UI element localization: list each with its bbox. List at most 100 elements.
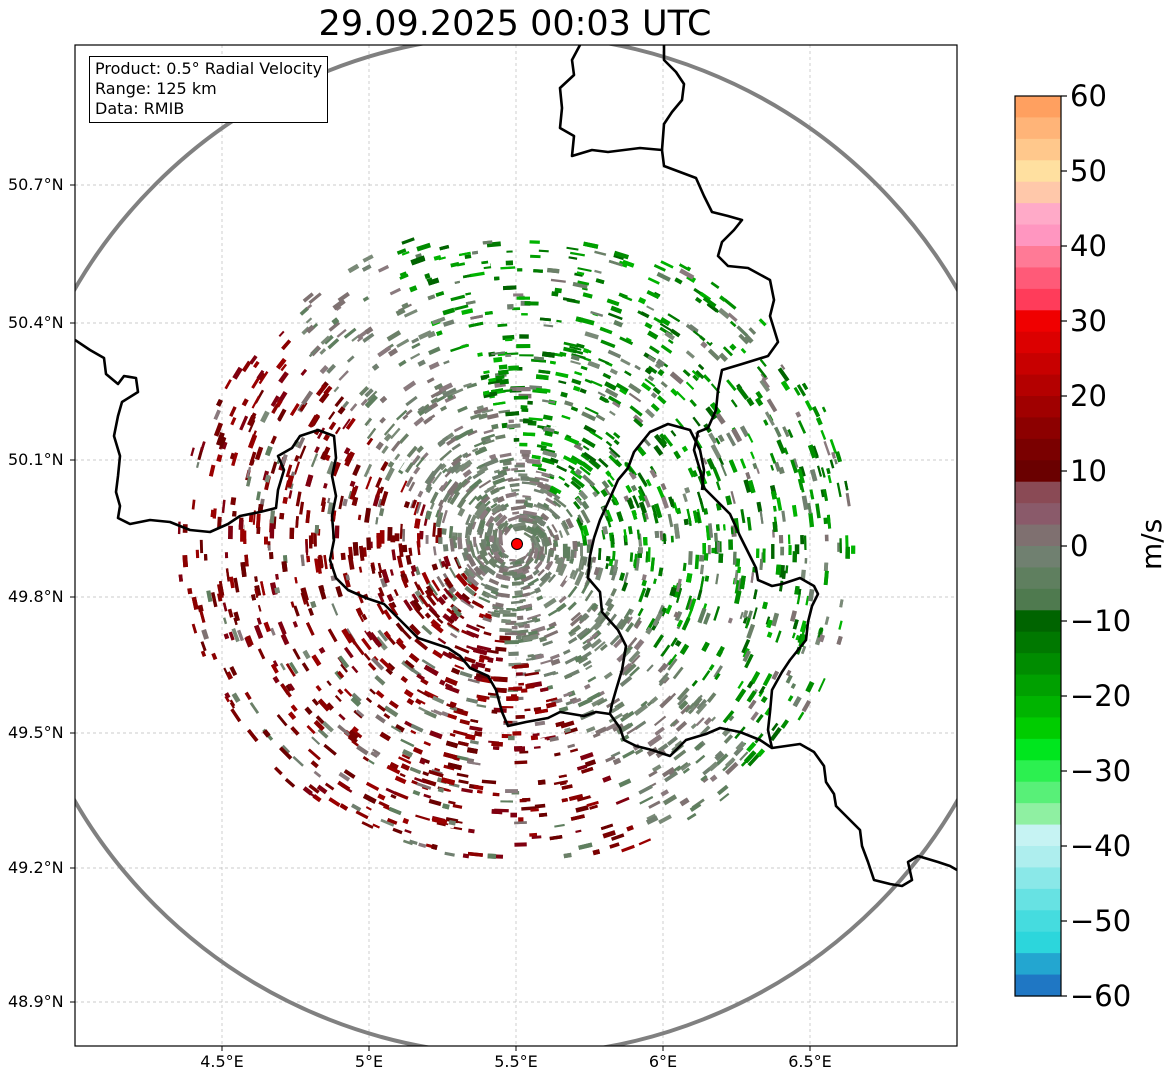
echo-gate [521, 565, 531, 572]
echo-gate [375, 714, 386, 724]
echo-gate [633, 617, 642, 628]
echo-gate [576, 271, 585, 276]
echo-gate [520, 450, 527, 453]
echo-gate [449, 613, 459, 622]
echo-gate [491, 504, 503, 514]
echo-gate [301, 390, 314, 406]
echo-gate [807, 503, 812, 515]
echo-gate [419, 530, 424, 540]
radar-site-marker[interactable] [511, 538, 523, 550]
echo-gate [513, 574, 527, 581]
echo-gate [590, 638, 602, 649]
echo-gate [327, 338, 340, 350]
echo-gate [646, 815, 659, 825]
echo-gate [430, 397, 439, 404]
echo-gate [747, 433, 754, 443]
echo-gate [647, 330, 659, 340]
echo-gate [458, 779, 469, 785]
echo-gate [423, 406, 433, 415]
echo-gate [744, 617, 751, 629]
echo-gate [439, 449, 453, 462]
echo-gate [468, 495, 478, 506]
echo-gate [656, 358, 666, 368]
echo-gate [703, 612, 711, 625]
echo-gate [621, 581, 629, 592]
echo-gate [536, 444, 547, 449]
echo-gate [269, 510, 275, 524]
echo-gate [398, 543, 404, 558]
echo-gate [579, 466, 591, 476]
echo-gate [531, 616, 538, 621]
echo-gate [618, 260, 628, 268]
colorbar-ticks [1061, 95, 1067, 997]
echo-gate [231, 452, 239, 467]
echo-gate [297, 436, 306, 449]
echo-gate [581, 437, 596, 449]
echo-gate [317, 728, 329, 739]
echo-gate [246, 476, 252, 487]
echo-gate [647, 734, 663, 747]
echo-gate [535, 653, 545, 660]
echo-gate [343, 447, 351, 455]
echo-gate [257, 372, 266, 381]
echo-gate [782, 426, 790, 438]
echo-gate [448, 617, 455, 623]
echo-gate [441, 650, 453, 660]
echo-gate [537, 568, 545, 577]
echo-gate [351, 803, 362, 812]
echo-gate [232, 366, 243, 380]
echo-gate [423, 702, 436, 711]
echo-gate [474, 446, 488, 456]
border-belgium-france [75, 338, 957, 888]
echo-gate [804, 399, 813, 412]
echo-gate [798, 633, 808, 648]
echo-gate [795, 411, 802, 418]
echo-gate [535, 374, 549, 381]
echo-gate [654, 362, 662, 370]
echo-gate [210, 509, 214, 518]
echo-gate [606, 603, 615, 612]
echo-gate [412, 599, 423, 611]
echo-gate [278, 371, 289, 384]
echo-gate [350, 696, 362, 707]
echo-gate [826, 514, 832, 529]
echo-gate [553, 539, 559, 548]
echo-gate [653, 715, 667, 727]
echo-gate [787, 534, 791, 545]
echo-gate [599, 326, 613, 335]
echo-gate [730, 527, 734, 535]
echo-gate [466, 535, 470, 545]
echo-gate [411, 593, 420, 603]
echo-gate [514, 821, 527, 825]
echo-gate [423, 741, 432, 747]
echo-gate [574, 654, 583, 663]
colorbar-label-neg40: −40 [1070, 829, 1132, 863]
colorbar-label-60: 60 [1070, 79, 1107, 113]
echo-gate [447, 483, 459, 496]
colorbar-segment [1015, 460, 1061, 483]
echo-gate [534, 803, 546, 809]
echo-gate [764, 411, 775, 426]
echo-gate [456, 262, 466, 267]
echo-gate [351, 665, 359, 674]
echo-gate [432, 522, 437, 537]
echo-gate [373, 432, 382, 442]
echo-gate [565, 508, 573, 518]
echo-gate [366, 537, 372, 550]
echo-gate [233, 611, 241, 622]
echo-gate [343, 646, 354, 659]
echo-gate [513, 438, 520, 442]
colorbar-segment [1015, 246, 1061, 269]
echo-gate [547, 608, 559, 617]
echo-gate [791, 504, 798, 517]
echo-gate [809, 489, 815, 500]
echo-gate [390, 535, 396, 543]
echo-gate [801, 495, 809, 511]
echo-gate [508, 365, 519, 371]
echo-gate [577, 280, 590, 286]
echo-gate [516, 296, 531, 300]
echo-gate [473, 555, 485, 569]
echo-gate [702, 457, 708, 465]
echo-gate [301, 587, 309, 601]
